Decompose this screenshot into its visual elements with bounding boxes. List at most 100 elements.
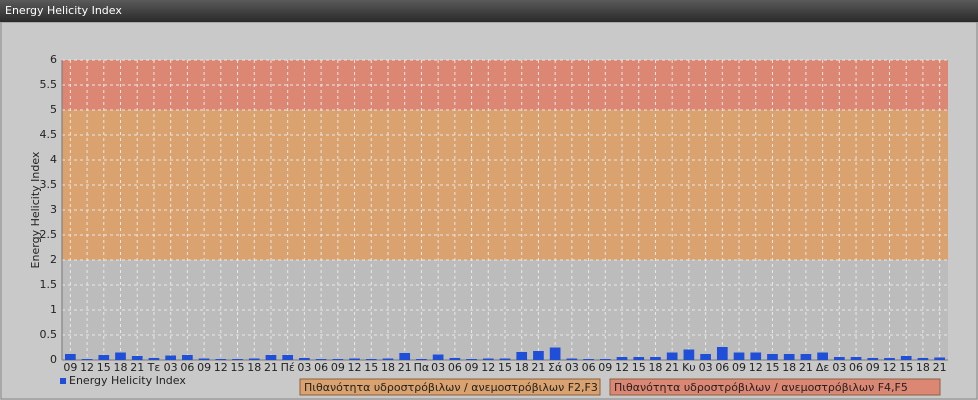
y-tick-label: 6 <box>50 53 57 66</box>
bar <box>917 358 929 360</box>
band-legend-box <box>609 378 941 396</box>
bar <box>282 355 294 360</box>
bar <box>700 354 711 360</box>
bar <box>131 356 143 360</box>
bar <box>65 354 76 360</box>
band-legend-label: Πιθανότητα υδροστρόβιλων / ανεμοστρόβιλω… <box>304 381 598 394</box>
bar <box>482 358 494 360</box>
y-tick-label: 5.5 <box>40 78 58 91</box>
bar <box>148 358 160 360</box>
x-tick-label: 06 <box>715 361 729 374</box>
bar <box>399 353 411 360</box>
legend-swatch <box>60 378 66 384</box>
x-tick-label: 12 <box>481 361 495 374</box>
y-tick-label: 0 <box>50 353 57 366</box>
x-tick-label: 18 <box>916 361 930 374</box>
x-tick-label: 15 <box>231 361 245 374</box>
bar <box>115 352 126 360</box>
x-tick-label: 09 <box>197 361 211 374</box>
bar <box>516 352 528 360</box>
bar <box>265 355 277 360</box>
bar <box>215 359 227 360</box>
bar <box>884 358 895 360</box>
x-tick-label: 18 <box>515 361 529 374</box>
bar <box>416 359 427 360</box>
x-tick-label: 06 <box>448 361 462 374</box>
bar <box>583 359 594 360</box>
bar <box>666 352 678 360</box>
x-tick-label: 09 <box>866 361 880 374</box>
bar <box>833 357 845 360</box>
bar <box>315 359 327 360</box>
x-tick-label: 21 <box>665 361 679 374</box>
x-tick-label: 06 <box>180 361 194 374</box>
bar <box>566 358 578 360</box>
x-tick-label: 18 <box>782 361 796 374</box>
x-tick-label: 21 <box>799 361 813 374</box>
x-tick-label: 18 <box>247 361 261 374</box>
bar <box>716 347 728 360</box>
bar <box>332 359 344 360</box>
bar <box>800 354 812 360</box>
bar <box>633 357 645 360</box>
x-tick-label: Πέ <box>281 361 295 374</box>
bar <box>198 358 210 360</box>
x-tick-label: 12 <box>80 361 94 374</box>
x-tick-label: Σά <box>548 361 562 374</box>
x-tick-label: 18 <box>648 361 662 374</box>
bar <box>182 355 193 360</box>
x-tick-label: Τε <box>147 361 161 374</box>
x-tick-label: 21 <box>933 361 947 374</box>
y-tick-label: 1 <box>50 303 57 316</box>
bar <box>533 351 544 360</box>
band-legend-label: Πιθανότητα υδροστρόβιλων / ανεμοστρόβιλω… <box>614 381 908 394</box>
bar <box>299 358 310 360</box>
x-tick-label: 12 <box>882 361 896 374</box>
y-tick-label: 4.5 <box>40 128 58 141</box>
bar <box>248 358 260 360</box>
y-tick-label: 0.5 <box>40 328 58 341</box>
x-tick-label: 12 <box>615 361 629 374</box>
x-tick-label: 15 <box>498 361 512 374</box>
chart: Energy Helicity Index 0 0.5 1 1.5 2 2.5 3 3.5 4 4… <box>0 22 978 400</box>
bar <box>817 352 828 360</box>
x-tick-label: 03 <box>164 361 178 374</box>
bar <box>616 357 628 360</box>
x-tick-label: 03 <box>699 361 713 374</box>
bar <box>466 359 477 360</box>
bar <box>499 358 511 360</box>
bar <box>650 357 661 360</box>
bar <box>867 358 879 360</box>
x-tick-label: 03 <box>431 361 445 374</box>
y-tick-label: 3 <box>50 203 57 216</box>
x-tick-label: 09 <box>331 361 345 374</box>
x-tick-label: 06 <box>314 361 328 374</box>
x-tick-label: 03 <box>297 361 311 374</box>
bar <box>98 355 110 360</box>
x-tick-label: 21 <box>398 361 412 374</box>
x-tick-label: 15 <box>765 361 779 374</box>
bar <box>733 352 745 360</box>
x-tick-label: 21 <box>130 361 144 374</box>
bar <box>850 357 862 360</box>
bar <box>232 359 243 360</box>
x-tick-label: Κυ <box>682 361 696 374</box>
bar <box>165 355 177 360</box>
x-tick-label: 09 <box>598 361 612 374</box>
x-tick-label: Πα <box>414 361 430 374</box>
x-tick-label: 09 <box>732 361 746 374</box>
bar <box>549 347 561 360</box>
window-title: Energy Helicity Index <box>0 0 978 22</box>
x-tick-label: 09 <box>63 361 77 374</box>
y-tick-label: 3.5 <box>40 178 58 191</box>
bar <box>349 358 360 360</box>
y-tick-label: 1.5 <box>40 278 58 291</box>
x-tick-label: Δε <box>816 361 830 374</box>
x-tick-label: 03 <box>832 361 846 374</box>
x-tick-label: 03 <box>565 361 579 374</box>
x-tick-label: 18 <box>114 361 128 374</box>
bar <box>900 356 912 360</box>
bar <box>365 359 377 360</box>
y-tick-label: 4 <box>50 153 57 166</box>
bar <box>382 358 394 360</box>
